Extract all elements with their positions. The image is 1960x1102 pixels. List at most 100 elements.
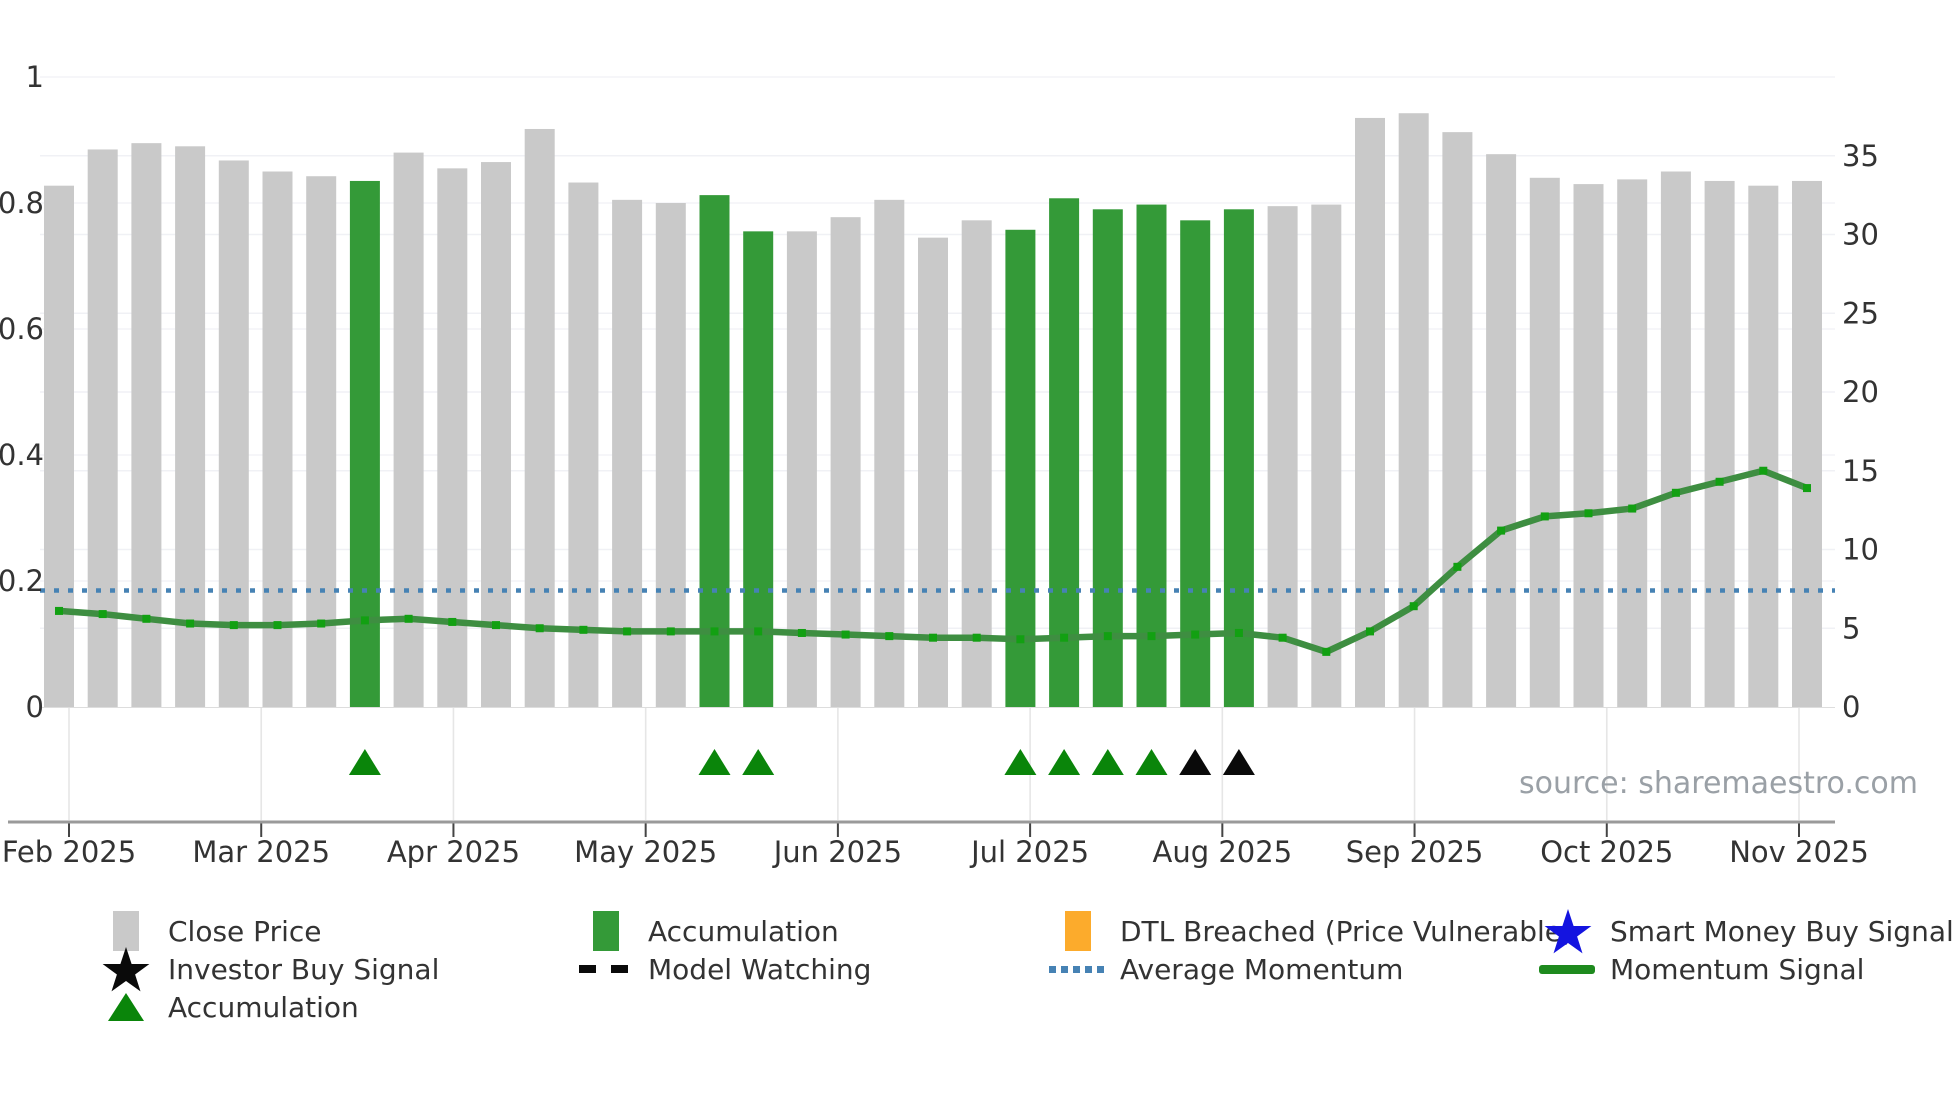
close-price-bar [1529, 177, 1560, 708]
close-price-bar [918, 237, 948, 707]
momentum-point [1191, 630, 1200, 639]
momentum-point [1803, 484, 1811, 493]
blue-star-icon [1538, 908, 1598, 954]
legend-column-2: Accumulation Model Watching [576, 909, 871, 988]
price-momentum-chart: Feb 2025 Mar 2025 Apr 2025 May 2025 Jun 2025… [0, 60, 1918, 869]
black-star-icon [96, 946, 156, 992]
close-price-bar [262, 171, 293, 707]
momentum-point [1671, 488, 1680, 497]
accumulation-triangle-marker [1004, 749, 1037, 775]
right-axis-tick-label: 20 [1842, 375, 1879, 409]
close-price-bar [961, 220, 992, 707]
close-price-bar [1792, 180, 1822, 707]
momentum-point [1060, 633, 1069, 642]
momentum-point [98, 610, 107, 619]
x-tick-label: Apr 2025 [387, 835, 520, 869]
momentum-point [885, 632, 894, 641]
right-axis-tick-label: 5 [1842, 611, 1860, 645]
close-price-bar [1617, 179, 1648, 707]
close-price-bar [437, 168, 468, 708]
accumulation-triangle-marker [698, 749, 731, 775]
close-price-bar [655, 203, 686, 707]
x-tick-label: Sep 2025 [1346, 835, 1484, 869]
close-price-bar [1486, 154, 1517, 708]
close-price-bar [830, 217, 861, 708]
close-price-bar [131, 143, 162, 707]
close-price-bar [1267, 206, 1298, 707]
legend-column-1: Close Price Investor Buy Signal Accumula… [96, 911, 440, 1026]
x-tick-label: Jul 2025 [969, 835, 1089, 869]
momentum-point [55, 606, 63, 615]
momentum-point [972, 633, 981, 642]
legend-item-close-price: Close Price [96, 911, 439, 951]
right-axis-tick-label: 25 [1842, 296, 1879, 330]
close-price-bar [481, 162, 511, 708]
right-axis-tick-label: 10 [1842, 533, 1879, 567]
accumulation-triangle-marker [1091, 749, 1124, 775]
legend-label: Accumulation [648, 914, 839, 948]
accumulation-triangle-marker [348, 749, 381, 775]
momentum-point [1715, 477, 1724, 486]
legend-label: Accumulation [168, 990, 359, 1024]
close-price-bar [87, 149, 118, 707]
momentum-point [797, 628, 806, 637]
left-axis-tick-label: 0.6 [0, 312, 44, 346]
black-dashed-line-icon [576, 963, 636, 975]
legend-label: Smart Money Buy Signal [1610, 914, 1954, 948]
momentum-point [1628, 504, 1637, 513]
legend-item-model-watching: Model Watching [576, 950, 871, 988]
close-price-bar [175, 146, 206, 708]
momentum-point [623, 627, 632, 636]
momentum-point [1234, 628, 1243, 637]
close-price-bar [306, 176, 337, 708]
momentum-point [1453, 562, 1462, 571]
close-price-bar [568, 182, 599, 707]
x-tick-label: Mar 2025 [192, 835, 330, 869]
accumulation-bar [743, 231, 774, 707]
legend-column-3: DTL Breached (Price Vulnerable) Average … [1048, 911, 1573, 988]
accumulation-triangle-marker [1048, 749, 1081, 775]
momentum-point [1147, 632, 1156, 641]
close-price-bar [786, 231, 817, 707]
momentum-point [1322, 647, 1331, 656]
close-price-bar [1311, 204, 1342, 707]
chart-legend: Close Price Investor Buy Signal Accumula… [0, 909, 1960, 1102]
close-price-bar [218, 160, 249, 708]
accumulation-swatch-icon [576, 909, 636, 953]
momentum-point [186, 619, 195, 628]
close-price-bar [44, 185, 74, 708]
legend-item-investor-buy-signal: Investor Buy Signal [96, 947, 440, 992]
left-axis-tick-label: 0.8 [0, 186, 44, 220]
legend-label: Investor Buy Signal [168, 952, 440, 986]
close-price-bar [1660, 171, 1691, 707]
legend-label: Close Price [168, 914, 322, 948]
legend-item-smart-money-buy-signal: Smart Money Buy Signal [1538, 909, 1954, 954]
legend-item-accumulation-marker: Accumulation [96, 988, 439, 1026]
momentum-point [404, 614, 413, 623]
investor-buy-signal-marker [1179, 749, 1212, 775]
momentum-point [841, 630, 850, 639]
legend-item-dtl-breached: DTL Breached (Price Vulnerable) [1048, 911, 1573, 951]
legend-label: DTL Breached (Price Vulnerable) [1120, 914, 1573, 948]
momentum-point [929, 633, 937, 642]
x-tick-label: Nov 2025 [1729, 835, 1869, 869]
close-price-bar [524, 128, 555, 708]
accumulation-triangle-marker [1135, 749, 1168, 775]
green-line-icon [1538, 963, 1598, 975]
momentum-point [666, 627, 675, 636]
momentum-point [229, 621, 238, 630]
momentum-point [1759, 466, 1768, 475]
momentum-point [1103, 632, 1112, 641]
momentum-point [754, 627, 763, 636]
right-axis-tick-label: 15 [1842, 454, 1879, 488]
left-axis-tick-label: 0.4 [0, 438, 44, 472]
close-price-bar [1398, 113, 1429, 708]
momentum-point [579, 625, 588, 634]
source-watermark: source: sharemaestro.com [1519, 766, 1918, 801]
momentum-point [1409, 602, 1418, 611]
momentum-point [710, 627, 719, 636]
x-tick-label: Feb 2025 [2, 835, 136, 869]
green-triangle-icon [96, 990, 156, 1024]
legend-item-momentum-signal: Momentum Signal [1538, 950, 1954, 988]
